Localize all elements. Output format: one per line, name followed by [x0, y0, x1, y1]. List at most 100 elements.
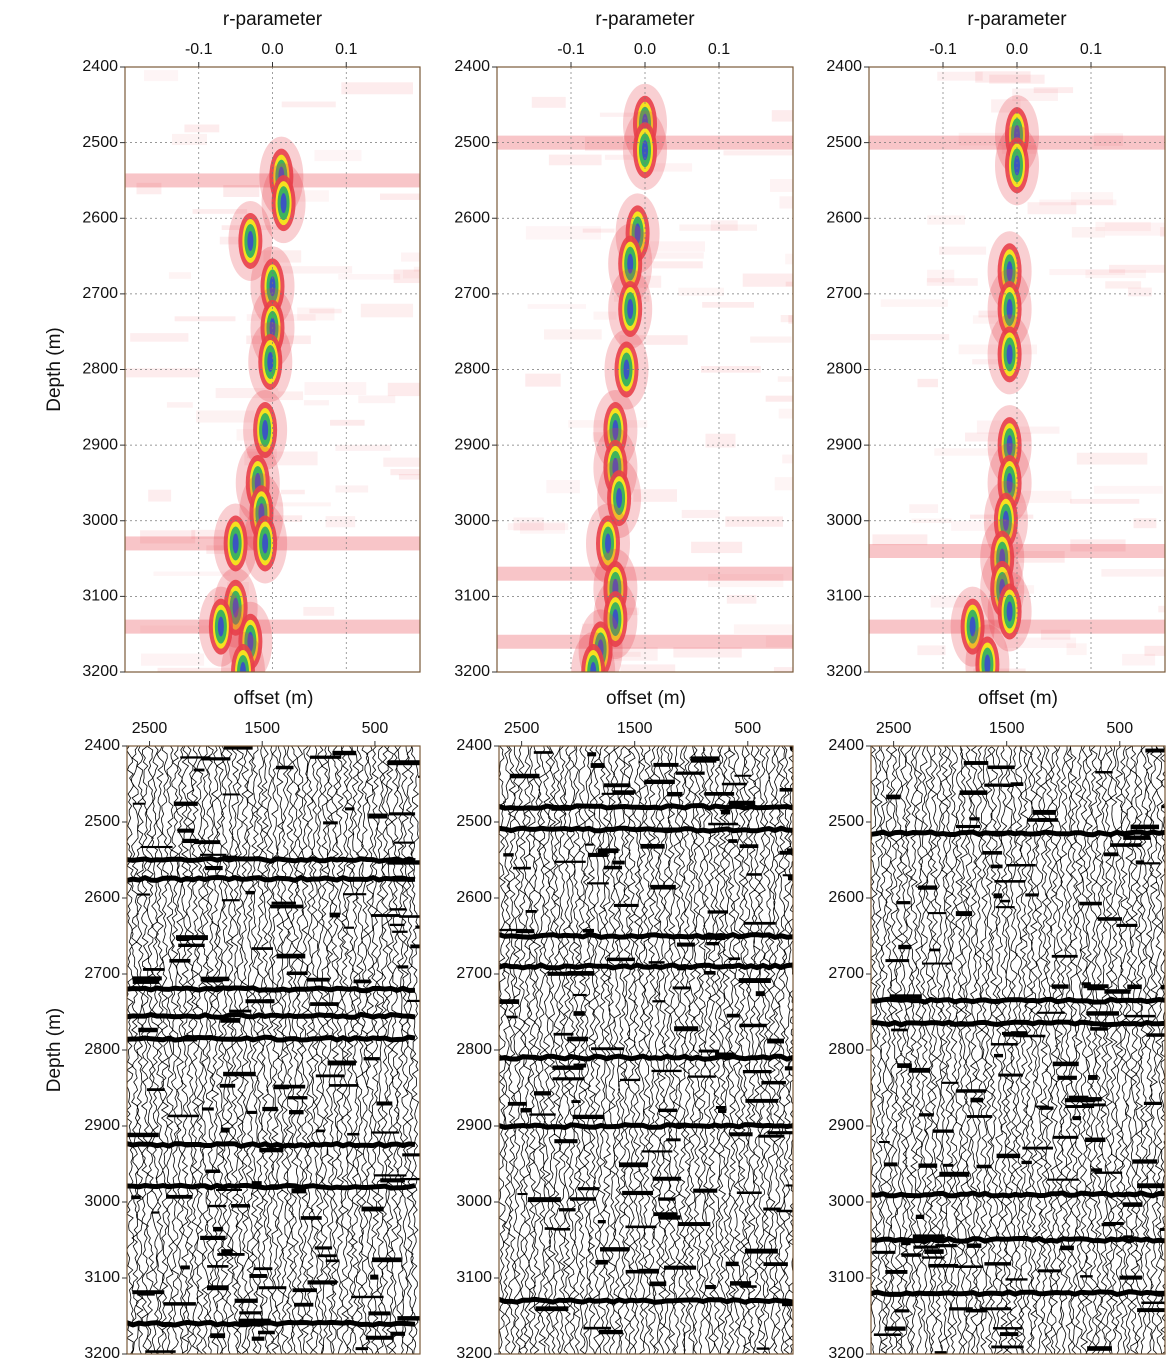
semblance-peak [267, 351, 274, 372]
wiggle-lobe [572, 993, 587, 997]
wiggle-lobe [935, 1244, 957, 1248]
panel: 2400 2500 2600 2700 2800 2900 3000 3100 3200 2500… [828, 688, 1166, 1362]
haze [1070, 498, 1140, 504]
wiggle-lobe [142, 968, 165, 971]
haze [297, 307, 335, 321]
haze [281, 101, 336, 108]
haze [939, 246, 987, 255]
wiggle-lobe [382, 1174, 407, 1177]
semblance-peak [590, 662, 597, 672]
haze [338, 274, 401, 280]
wiggle-lobe [984, 1262, 1012, 1266]
haze [765, 635, 793, 648]
wiggle-lobe [1039, 1106, 1054, 1110]
wiggle-lobe [922, 962, 952, 965]
x-tick-label: 0.1 [708, 41, 730, 58]
wiggle-lobe [570, 1197, 596, 1201]
wiggle-lobe [276, 953, 306, 959]
wiggle-lobe [258, 1286, 287, 1290]
wiggle-lobe [535, 1306, 569, 1312]
x-tick-label: 2500 [132, 720, 168, 737]
wiggle-lobe [597, 1220, 606, 1224]
y-tick-label: 2700 [456, 965, 492, 982]
haze [206, 545, 229, 554]
plot-area [497, 67, 793, 672]
y-axis-title: Depth (m) [44, 327, 65, 411]
x-tick-label: 2500 [876, 720, 912, 737]
wiggle-lobe [929, 948, 941, 952]
x-tick-label: 0.0 [1006, 41, 1028, 58]
haze [917, 378, 938, 388]
haze [393, 269, 420, 284]
wiggle-lobe [201, 757, 231, 761]
wiggle-lobe [955, 911, 973, 917]
wiggle-lobe [984, 783, 1013, 787]
haze [681, 509, 720, 519]
wiggle-lobe [1123, 1235, 1134, 1239]
x-tick-label: 1500 [617, 720, 653, 737]
wiggle-lobe [739, 844, 759, 849]
wiggle-lobe [245, 890, 255, 895]
wiggle-lobe [995, 906, 1015, 909]
wiggle-lobe [251, 1181, 262, 1185]
haze [292, 190, 329, 202]
wiggle-lobe [915, 1214, 925, 1219]
wiggle-lobe [1065, 1105, 1095, 1109]
haze [1122, 653, 1156, 666]
wiggle-lobe [941, 1081, 959, 1084]
wiggle-lobe [370, 1274, 379, 1280]
haze [710, 220, 738, 231]
wiggle-lobe [672, 986, 691, 990]
wiggle-lobe [924, 1249, 944, 1254]
wiggle-lobe [746, 873, 762, 876]
wiggle-lobe [567, 971, 595, 976]
haze [930, 595, 971, 608]
y-tick-label: 2700 [84, 965, 120, 982]
haze [726, 594, 757, 604]
semblance-peak [247, 230, 254, 251]
wiggle-lobe [315, 1129, 325, 1133]
wiggle-lobe [193, 840, 221, 845]
wiggle-lobe [883, 1162, 898, 1167]
y-tick-label: 2500 [454, 134, 490, 151]
wiggle-lobe [132, 979, 160, 984]
wiggle-lobe [127, 1132, 159, 1138]
x-axis-title: offset (m) [234, 688, 314, 709]
reflector [127, 1034, 416, 1043]
x-axis-title: r-parameter [967, 9, 1067, 30]
reflector [127, 1140, 416, 1150]
haze [782, 454, 793, 464]
wiggle-lobe [756, 1347, 770, 1350]
haze [335, 485, 369, 493]
reflector [871, 829, 1165, 838]
haze [130, 333, 189, 342]
wiggle-lobe [507, 1101, 527, 1106]
wiggle-lobe [1085, 1137, 1106, 1143]
wiggle-lobe [1124, 1014, 1155, 1018]
y-tick-label: 2700 [454, 285, 490, 302]
wiggle-lobe [1135, 860, 1145, 863]
y-tick-label: 3100 [826, 588, 862, 605]
wiggle-lobe [552, 1077, 585, 1081]
wiggle-lobe [389, 923, 405, 927]
haze [582, 228, 615, 233]
haze [401, 252, 420, 262]
wiggle-lobe [169, 958, 191, 963]
haze [679, 224, 757, 231]
semblance-band [497, 634, 793, 649]
haze [1027, 202, 1077, 215]
wiggle-lobe [216, 1188, 242, 1192]
wiggle-lobe [273, 1084, 289, 1090]
wiggle-lobe [1079, 901, 1102, 906]
wiggle-lobe [928, 1263, 959, 1268]
haze [725, 516, 784, 527]
wiggle-lobe [525, 909, 537, 913]
wiggle-lobe [1010, 782, 1024, 787]
semblance-peak [269, 276, 276, 297]
wiggle-lobe [676, 942, 695, 947]
wiggle-lobe [1095, 771, 1113, 774]
y-tick-label: 2400 [828, 737, 864, 754]
reflector [871, 1235, 1165, 1245]
haze [341, 82, 414, 95]
x-tick-label: -0.1 [929, 41, 957, 58]
